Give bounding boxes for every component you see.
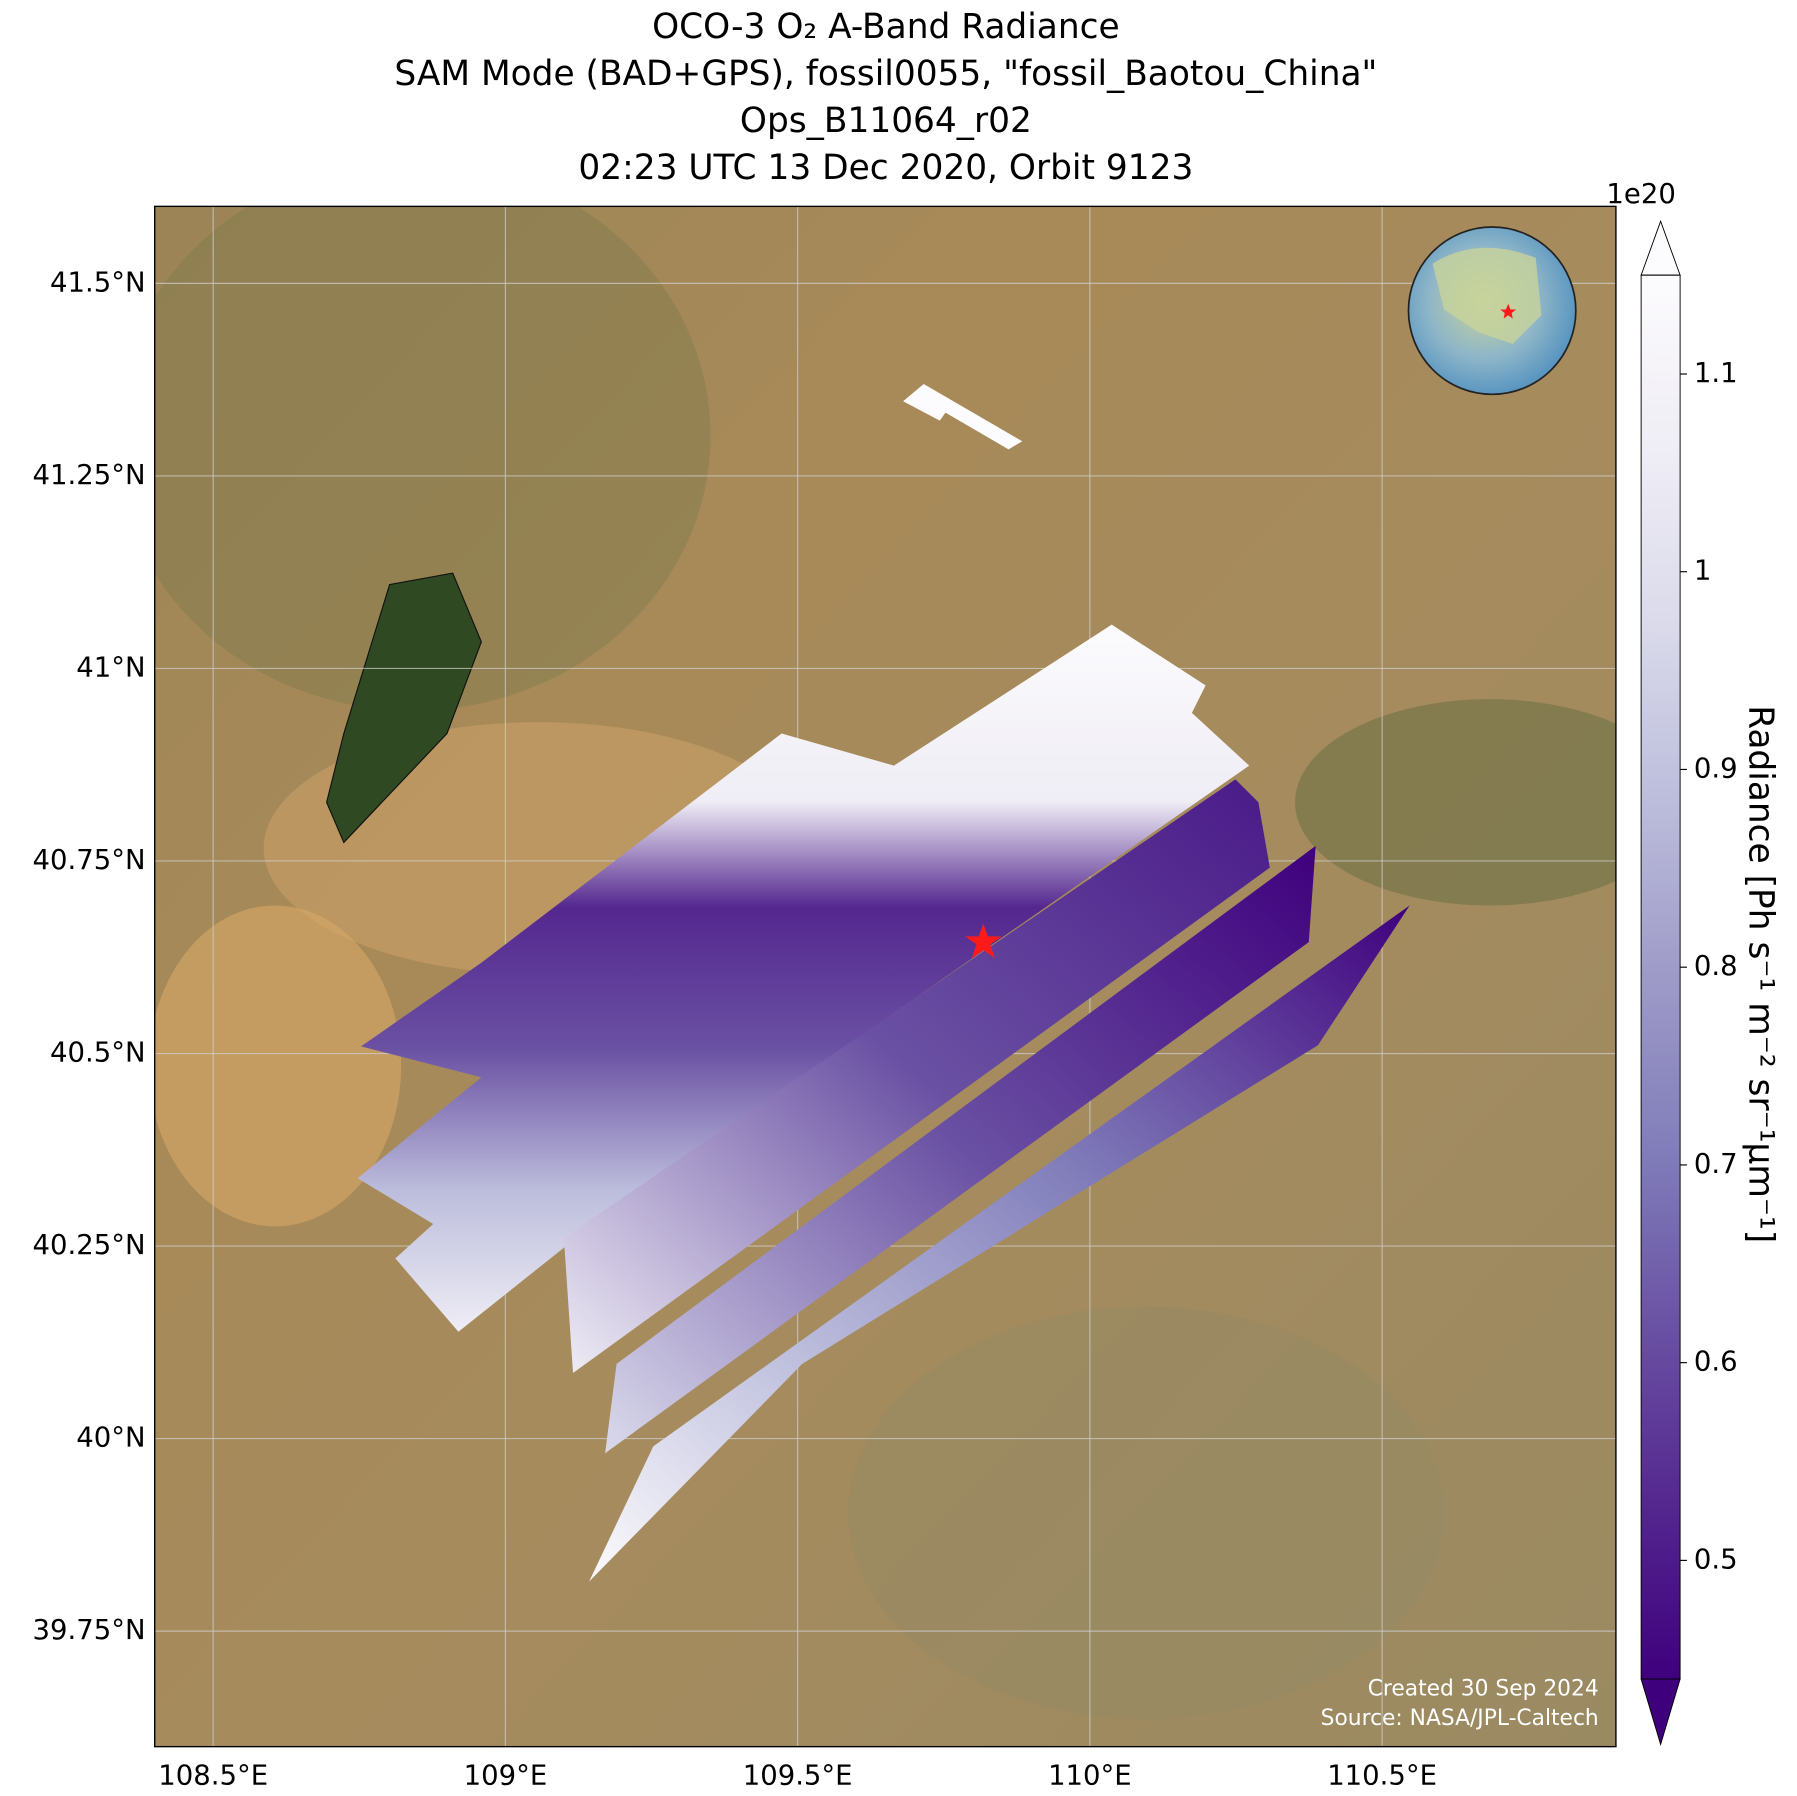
colorbar-label: Radiance [Ph s⁻¹ m⁻² sr⁻¹μm⁻¹] [1741,705,1781,1243]
x-tick-label: 110°E [1048,1759,1132,1791]
y-tick-label: 41.5°N [50,266,146,298]
x-tick-label: 109.5°E [743,1759,853,1791]
x-tick-label: 109°E [464,1759,548,1791]
colorbar-body [1641,275,1681,1680]
colorbar-tick-label: 0.8 [1694,950,1738,982]
swath [605,845,1316,1454]
axes: 108.5°E 109°E 109.5°E 110°E 110.5°E 39.75°N 40… [32,266,1437,1791]
colorbar-tick-label: 0.7 [1694,1148,1738,1180]
map: Created 30 Sep 2024 Source: NASA/JPL-Cal… [154,206,1616,1747]
colorbar-extend-top [1640,219,1681,276]
y-tick-label: 40.75°N [32,844,145,876]
colorbar-tick-label: 1.1 [1694,357,1738,389]
target-star [964,923,1002,959]
colorbar-tick-label: 0.6 [1694,1346,1738,1378]
colorbar-tick-label: 0.5 [1694,1543,1738,1575]
colorbar-frame [1640,274,1681,1680]
title-line: 02:23 UTC 13 Dec 2020, Orbit 9123 [578,148,1193,188]
y-tick-label: 41.25°N [32,459,145,491]
lake [326,572,482,844]
y-tick-label: 39.75°N [32,1614,145,1646]
inset-globe [1407,226,1577,396]
y-tick-label: 40°N [76,1422,145,1454]
colorbar-tick-label: 1 [1694,555,1712,587]
desert [154,905,402,1227]
x-tick-label: 110.5°E [1327,1759,1437,1791]
y-tick-label: 40.25°N [32,1229,145,1261]
credit: Source: NASA/JPL-Caltech [1321,1706,1599,1731]
colorbar-offset: 1e20 [1606,178,1675,210]
title-line: Ops_B11064_r02 [740,101,1032,141]
terrain [848,1306,1445,1720]
x-tick-label: 108.5°E [158,1759,268,1791]
swath [563,779,1270,1374]
terrain [1295,699,1616,906]
colorbar: 0.5 0.6 0.7 0.8 0.9 1 1.1 1e20 Radiance [Ph s⁻¹ … [1606,178,1781,1746]
map-frame [154,205,1617,1748]
continent [1432,247,1542,344]
y-tick-label: 40.5°N [50,1037,146,1069]
swath [903,383,1023,450]
y-tick-label: 41°N [76,651,145,683]
colorbar-extend-bottom [1640,1678,1681,1746]
terrain [154,206,711,711]
globe-star [1500,303,1517,319]
colorbar-tick-label: 0.9 [1694,752,1738,784]
credit: Created 30 Sep 2024 [1368,1676,1599,1701]
swath [357,624,1250,1332]
title-line: OCO-3 O₂ A-Band Radiance [652,7,1120,47]
title-line: SAM Mode (BAD+GPS), fossil0055, "fossil_… [394,54,1377,94]
swath [589,905,1410,1582]
title: OCO-3 O₂ A-Band Radiance SAM Mode (BAD+GP… [394,7,1377,188]
